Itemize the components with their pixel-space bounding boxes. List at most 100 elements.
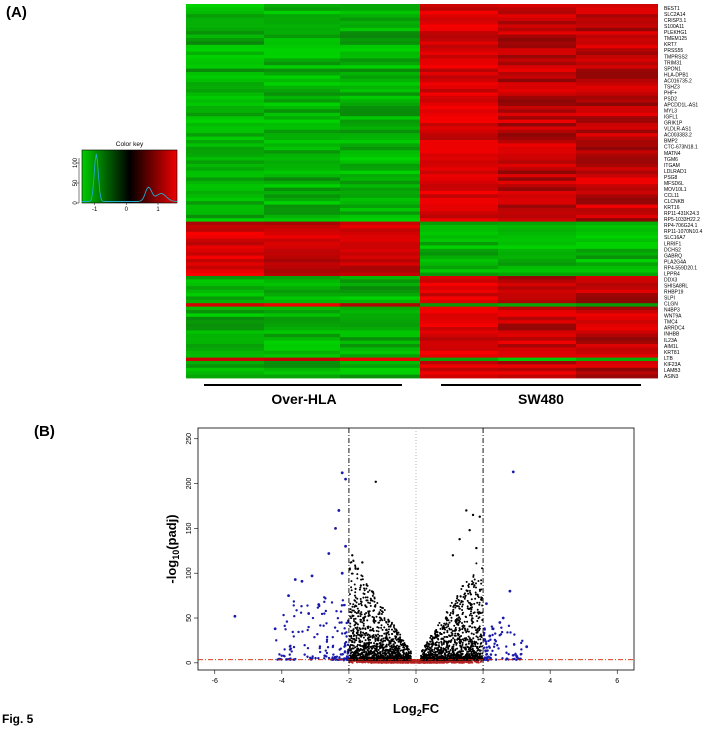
data-point [352,628,355,631]
data-point [437,660,440,663]
heatmap-cell [498,282,576,287]
data-point [437,637,440,640]
data-point [454,654,457,657]
heatmap-row-label: SPON1 [664,66,681,72]
heatmap-cell [420,68,498,73]
data-point [450,638,453,641]
data-point [413,659,416,662]
heatmap-cell [420,99,498,103]
data-point [381,652,384,655]
data-point [393,627,396,630]
data-point [361,653,364,655]
data-point [496,644,499,647]
heatmap-cell [186,21,264,25]
data-point [467,583,470,586]
data-point [354,621,357,624]
data-point [349,561,352,564]
data-point [372,620,375,623]
heatmap-cell [420,248,498,253]
data-point [369,641,372,644]
heatmap-cell [420,167,498,171]
heatmap-row-label: N4BP3 [664,308,680,314]
heatmap-cell [420,163,498,168]
heatmap-cell [576,374,658,379]
data-point [454,641,457,644]
heatmap-cell [340,65,420,69]
heatmap-cell [264,333,340,338]
data-point [458,599,461,602]
data-point [356,607,359,610]
scatter-points [233,470,529,664]
heatmap-cell [420,177,498,182]
data-point [353,605,356,608]
data-point [426,641,429,644]
heatmap-cell [498,95,576,100]
data-point [466,605,469,608]
data-point [370,661,373,664]
data-point [394,646,397,649]
data-point [392,645,395,648]
data-point [325,635,329,639]
data-point [399,638,402,641]
data-point [507,652,510,656]
heatmap-cell [340,361,420,365]
data-point [453,640,456,643]
data-point [383,632,386,635]
data-point [471,513,475,517]
heatmap-cell [340,109,420,114]
heatmap-cell [340,24,420,29]
heatmap-cell [340,167,420,171]
heatmap-row-label: INHBB [664,332,680,338]
heatmap-cell [264,31,340,35]
heatmap [186,4,658,379]
heatmap-cell [576,157,658,161]
heatmap-cell [264,48,340,52]
data-point [291,630,294,634]
data-point [324,597,327,600]
heatmap-row-label: RP4-559D20.1 [664,265,697,271]
data-point [471,654,474,657]
heatmap-cell [186,204,264,209]
heatmap-cell [186,194,264,199]
data-point [464,639,467,642]
data-point [421,649,424,652]
heatmap-cell [420,143,498,148]
heatmap-cell [498,160,576,165]
data-point [295,609,298,612]
data-point [375,646,378,649]
heatmap-cell [420,231,498,236]
data-point [392,626,395,629]
data-point [453,624,456,627]
data-point [369,604,372,607]
data-point [475,651,478,654]
data-point [439,652,442,655]
data-point [364,639,367,642]
data-point [362,622,365,625]
data-point [367,613,370,616]
heatmap-cell [576,7,658,12]
heatmap-cell [340,265,420,270]
heatmap-cell [264,24,340,29]
heatmap-cell [420,112,498,117]
heatmap-cell [264,242,340,246]
heatmap-cell [420,136,498,141]
heatmap-cell [186,327,264,331]
heatmap-cell [498,228,576,233]
heatmap-cell [420,218,498,222]
heatmap-cell [340,78,420,83]
heatmap-cell [420,310,498,314]
heatmap-cell [340,112,420,117]
heatmap-cell [420,255,498,260]
data-point [475,653,478,656]
heatmap-cell [576,306,658,311]
heatmap-cell [186,344,264,348]
heatmap-cell [498,17,576,22]
data-point [374,647,377,650]
data-point [363,616,366,619]
heatmap-cell [186,129,264,134]
data-point [465,616,468,619]
data-point [363,642,366,645]
heatmap-cell [498,55,576,59]
heatmap-cell [576,58,658,63]
